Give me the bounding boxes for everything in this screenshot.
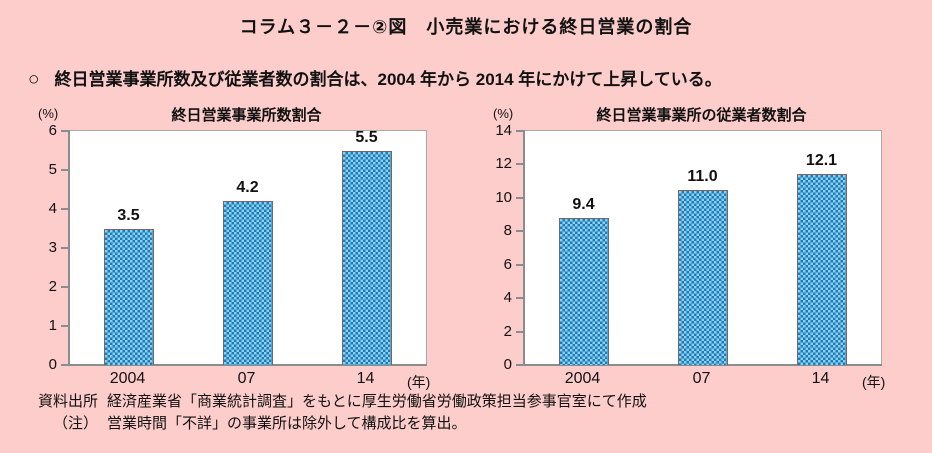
bar: [558, 217, 609, 365]
summary-line: ○ 終日営業事業所数及び従業者数の割合は、2004 年から 2014 年にかけて…: [28, 65, 918, 91]
chart-title: 終日営業事業所の従業者数割合: [596, 107, 807, 124]
x-tick-label: 2004: [564, 370, 601, 387]
y-tick-mark: [61, 247, 68, 249]
y-tick-label: 8: [503, 222, 512, 240]
y-tick-label: 2: [48, 278, 57, 295]
y-tick-mark: [516, 230, 523, 233]
y-tick-label: 10: [495, 188, 512, 206]
y-tick-mark: [516, 263, 523, 266]
y-tick-label: 6: [503, 255, 512, 273]
chart-title: 終日営業事業所数割合: [171, 107, 322, 124]
bar: [341, 150, 392, 365]
bar-value-label: 4.2: [236, 179, 259, 197]
y-tick-mark: [516, 196, 523, 199]
x-axis-line: [523, 364, 882, 366]
y-tick-label: 1: [48, 317, 57, 334]
bar-value-label: 9.4: [572, 195, 595, 213]
note-text: 営業時間「不詳」の事業所は除外して構成比を算出。: [107, 416, 467, 432]
chart-employee-share: (%) 終日営業事業所の従業者数割合 0 2 4 6 8 10 12 14 9.4 11.0 12.…: [475, 100, 915, 400]
y-tick-label: 14: [495, 122, 512, 139]
y-axis-line: [68, 130, 70, 366]
source-label: 資料出所: [37, 394, 98, 410]
y-tick-label: 4: [48, 200, 57, 217]
source-row: 資料出所 経済産業省「商業統計調査」をもとに厚生労働省労働政策担当参事官室にて作…: [18, 391, 647, 413]
y-axis-unit-label: (%): [493, 106, 514, 121]
y-tick-mark: [516, 130, 523, 132]
y-tick-mark: [61, 286, 68, 288]
x-tick-label: 07: [237, 370, 256, 387]
y-tick-label: 12: [495, 155, 512, 173]
x-tick-label: 07: [692, 370, 711, 387]
chart-establishment-share: (%) 終日営業事業所数割合 0 1 2 3 4 5 6 3.5 4.2 5.5 (年) 2004…: [20, 100, 460, 400]
y-tick-label: 3: [48, 239, 57, 256]
bar: [103, 228, 154, 365]
y-tick-mark: [61, 325, 68, 327]
y-tick-label: 6: [48, 122, 57, 139]
source-text: 経済産業省「商業統計調査」をもとに厚生労働省労働政策担当参事官室にて作成: [107, 394, 647, 410]
bar-value-label: 12.1: [805, 152, 838, 170]
x-tick-label: 14: [356, 370, 375, 387]
y-tick-label: 2: [503, 322, 512, 340]
note-label: （注）: [52, 416, 98, 432]
y-tick-label: 0: [48, 356, 57, 373]
x-tick-label: 2004: [109, 370, 146, 387]
y-tick-mark: [516, 364, 523, 366]
y-tick-mark: [61, 364, 68, 366]
summary-text: 終日営業事業所数及び従業者数の割合は、2004 年から 2014 年にかけて上昇…: [54, 70, 722, 89]
figure-title: コラム３－２－②図 小売業における終日営業の割合: [239, 17, 693, 37]
plot-area: 0 2 4 6 8 10 12 14 9.4 11.0 12.1: [495, 122, 882, 373]
y-tick-mark: [61, 208, 68, 210]
bar-value-label: 3.5: [117, 206, 140, 224]
y-tick-mark: [516, 297, 523, 300]
y-tick-mark: [61, 169, 68, 171]
bar-value-label: 11.0: [687, 167, 718, 185]
y-tick-mark: [516, 330, 523, 333]
y-tick-label: 5: [48, 161, 57, 178]
bullet-circle-icon: ○: [28, 69, 40, 90]
y-tick-label: 4: [503, 289, 512, 307]
y-tick-mark: [61, 130, 68, 132]
x-axis-year-label: (年): [407, 374, 431, 390]
y-axis-unit-label: (%): [38, 106, 59, 121]
bar: [796, 174, 847, 365]
y-tick-label: 0: [503, 356, 512, 373]
bar: [222, 201, 273, 365]
bar-value-label: 5.5: [355, 128, 378, 146]
x-tick-label: 14: [811, 370, 830, 387]
y-tick-mark: [516, 163, 523, 166]
x-axis-line: [68, 364, 427, 366]
y-axis-line: [523, 130, 525, 366]
note-row: （注） 営業時間「不詳」の事業所は除外して構成比を算出。: [18, 413, 647, 435]
plot-area: 0 1 2 3 4 5 6 3.5 4.2 5.5: [49, 122, 427, 373]
figure-footer: 資料出所 経済産業省「商業統計調査」をもとに厚生労働省労働政策担当参事官室にて作…: [18, 391, 647, 435]
bar: [677, 189, 728, 365]
x-axis-year-label: (年): [862, 374, 886, 390]
